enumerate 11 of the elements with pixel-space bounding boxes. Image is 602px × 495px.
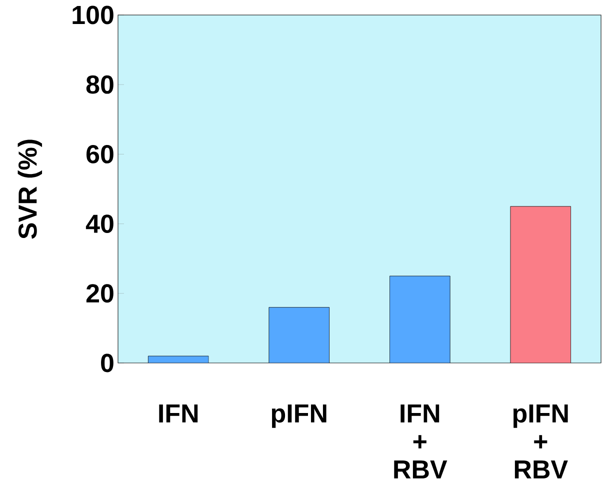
x-tick-label: IFN + RBV [394, 404, 448, 478]
x-tick-label: IFN [159, 404, 198, 422]
x-tick-label: pIFN + RBV [513, 404, 568, 478]
y-tick-label: 0 [101, 354, 114, 372]
y-tick-label: 20 [86, 284, 114, 303]
y-tick-label: 80 [86, 75, 114, 94]
y-tick-label: 100 [72, 6, 114, 24]
y-tick-label: 40 [86, 214, 114, 233]
x-tick-label: pIFN [272, 404, 326, 428]
y-axis-title: SVR (%) [18, 140, 42, 239]
y-tick-label: 60 [86, 144, 114, 164]
